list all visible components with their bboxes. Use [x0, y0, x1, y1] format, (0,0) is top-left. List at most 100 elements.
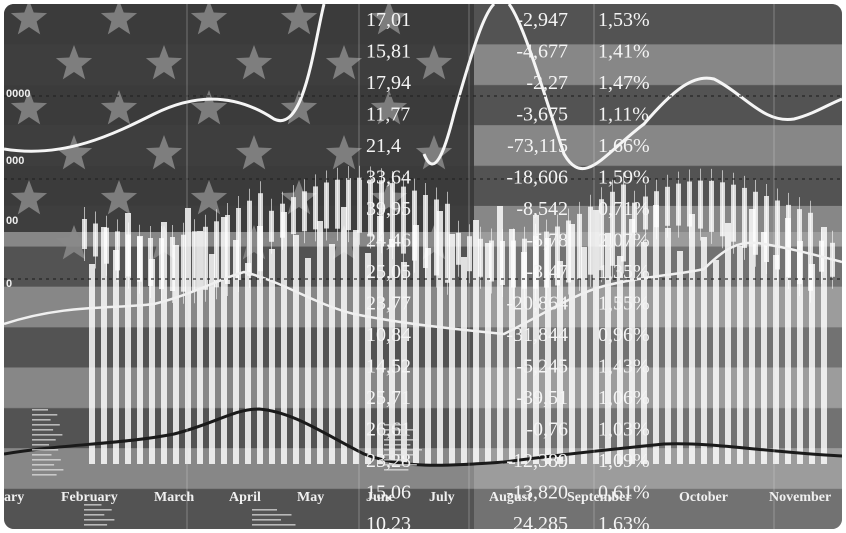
month-label: May [297, 490, 324, 505]
doc-text-line [32, 439, 56, 441]
value-cell: 14,52 [366, 356, 411, 378]
month-label: February [61, 490, 118, 505]
change-cell: -5,78 [526, 230, 568, 252]
doc-text-line [32, 419, 51, 421]
month-axis: ary February March April May June July August Se… [4, 490, 831, 505]
volume-bar [89, 264, 95, 464]
volume-bar [101, 227, 107, 464]
month-label: September [567, 490, 632, 505]
volume-bar [113, 250, 119, 464]
value-cell: 17,94 [366, 72, 411, 94]
values-column: 17,01 15,81 17,94 11,77 21,4 33,64 39,95 24,46 2… [366, 9, 411, 529]
doc-text-line [32, 424, 60, 426]
flag-star [100, 180, 138, 215]
volume-bar [521, 252, 527, 464]
value-cell: 33,64 [366, 167, 411, 189]
percent-cell: 1,41% [598, 41, 650, 63]
change-cell: -0,76 [526, 419, 568, 441]
flag-star [280, 90, 318, 125]
change-cell: -20,864 [506, 293, 568, 315]
doc-text-line [384, 439, 419, 441]
volume-bar [569, 224, 575, 464]
volume-bar [389, 239, 395, 464]
volume-bar [437, 211, 443, 464]
volume-bars [89, 205, 827, 464]
y-axis-label: 00 [6, 215, 18, 227]
middle-trend-line [4, 241, 842, 336]
percent-cell: 1,66% [598, 135, 650, 157]
flag-star [145, 135, 183, 170]
percent-cell: 1,09% [598, 450, 650, 472]
volume-bar [293, 235, 299, 464]
value-cell: 15,81 [366, 41, 411, 63]
flag-star [370, 4, 408, 35]
value-cell: 39,95 [366, 198, 411, 220]
change-cell: -5,245 [516, 356, 568, 378]
volume-bar [221, 217, 227, 464]
month-label: June [366, 490, 395, 505]
volume-bar [185, 208, 191, 464]
volume-bar [413, 225, 419, 464]
doc-text-line [84, 514, 105, 516]
volume-bar [209, 254, 215, 464]
changes-column: -2,947 -4,677 -2,27 -3,675 -73,115 -18,606 -8,… [506, 9, 568, 529]
percent-cell: 1,63% [598, 513, 650, 529]
flag-star [55, 135, 93, 170]
doc-text-line [32, 464, 55, 466]
volume-bar [377, 216, 383, 464]
month-label: ary [4, 490, 24, 505]
volume-bar [401, 262, 407, 464]
volume-bar [233, 240, 239, 464]
percent-cell: 1,03% [598, 419, 650, 441]
y-axis-label: 000 [6, 155, 24, 167]
value-cell: 25,71 [366, 387, 411, 409]
doc-text-line [384, 444, 411, 446]
document-scraps [32, 409, 422, 526]
volume-bar [797, 241, 803, 464]
volume-bar [305, 258, 311, 464]
volume-bar [629, 219, 635, 464]
volume-bar [749, 209, 755, 464]
volume-bar [665, 228, 671, 464]
month-label: November [769, 490, 831, 505]
volume-bar [617, 256, 623, 464]
percent-cell: 0,71% [598, 198, 650, 220]
volume-bar [701, 237, 707, 464]
change-cell: -3,675 [516, 104, 568, 126]
doc-text-line [32, 459, 61, 461]
change-cell: -3,47 [526, 261, 568, 283]
change-cell: -39,51 [516, 387, 568, 409]
volume-bar [449, 234, 455, 464]
volume-bar [245, 263, 251, 464]
percent-cell: 1,06% [598, 387, 650, 409]
value-cell: 23,77 [366, 293, 411, 315]
value-cell: 15,06 [366, 482, 411, 504]
volume-bar [317, 221, 323, 464]
volume-bar [677, 251, 683, 464]
upper-trend-line [4, 4, 842, 170]
volume-bar [269, 249, 275, 464]
percent-cell: 1,35% [598, 261, 650, 283]
volume-bar [785, 218, 791, 464]
volume-bar [545, 238, 551, 464]
volume-bar [137, 236, 143, 464]
doc-text-line [84, 504, 102, 506]
flag-star [235, 135, 273, 170]
value-cell: 17,01 [366, 9, 411, 31]
change-cell: -2,947 [516, 9, 568, 31]
flag-star [325, 135, 363, 170]
flag-star [280, 180, 318, 215]
value-cell: 24,46 [366, 230, 411, 252]
month-label: April [229, 490, 261, 505]
flag-star [55, 45, 93, 80]
vertical-grid-lines [186, 4, 775, 529]
flag-star [235, 225, 273, 260]
volume-bar [761, 232, 767, 464]
volume-bar [329, 244, 335, 464]
percent-cell: 1,43% [598, 356, 650, 378]
value-cell: 10,84 [366, 324, 411, 346]
percents-column: 1,53% 1,41% 1,47% 1,11% 1,66% 1,59% 0,71% 2,07%… [598, 9, 650, 529]
volume-bar [125, 213, 131, 464]
volume-bar [653, 205, 659, 464]
flag-star [190, 90, 228, 125]
